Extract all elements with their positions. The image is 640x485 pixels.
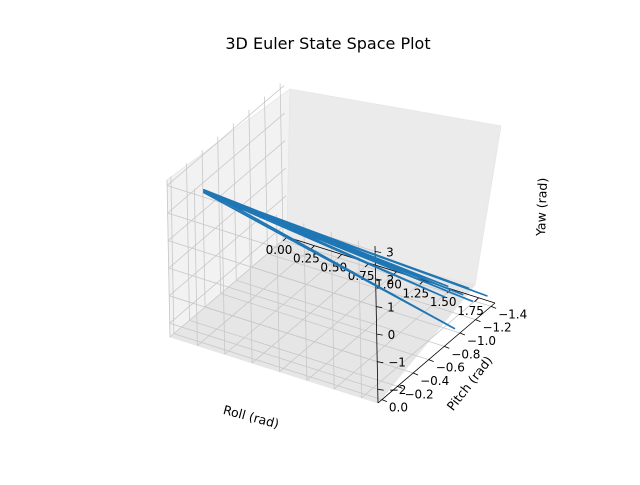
series-lines xyxy=(203,189,488,330)
x-axis-line xyxy=(286,236,496,304)
z-grid-line xyxy=(166,85,285,186)
z-tick-labels: −2 −1 0 1 2 3 xyxy=(386,246,406,398)
y-grid-line xyxy=(201,149,206,308)
x-tick-label: 1.50 xyxy=(430,295,457,309)
series-fill xyxy=(203,189,487,329)
y-grid-line xyxy=(217,136,222,294)
z-grid-line xyxy=(168,167,286,269)
y-tick-mark xyxy=(412,372,419,376)
z-grid-line xyxy=(168,195,287,296)
z-tick-mark xyxy=(376,306,383,308)
y-tick-mark xyxy=(475,319,481,323)
y-tick-labels: −1.4−1.2−1.0−0.8−0.6−0.4−0.20.0 xyxy=(389,307,527,414)
y-tick-label: 0.0 xyxy=(389,401,408,415)
z-tick-mark xyxy=(377,388,384,391)
x-tick-label: 1.75 xyxy=(457,304,484,318)
y-tick-mark xyxy=(428,359,434,363)
y-grid-line xyxy=(267,253,476,321)
y-tick-mark xyxy=(444,345,450,349)
y-tick-label: −1.0 xyxy=(467,334,496,348)
z-tick-mark xyxy=(375,251,382,253)
y-tick-mark xyxy=(459,332,466,336)
chart-title: 3D Euler State Space Plot xyxy=(225,34,430,53)
z-tick-label: 2 xyxy=(387,273,395,287)
y-grid-line xyxy=(236,279,445,347)
y-tick-label: −0.4 xyxy=(420,374,449,388)
x-tick-mark xyxy=(474,297,479,303)
y-grid-line xyxy=(248,109,253,268)
x-grid-line xyxy=(166,179,171,338)
z-tick-label: −1 xyxy=(388,356,406,370)
x-tick-label: 0.50 xyxy=(320,260,347,274)
z-tick-mark xyxy=(377,361,384,364)
y-grid-line xyxy=(173,333,383,401)
y-tick-mark xyxy=(490,305,497,309)
z-tick-mark xyxy=(375,278,382,281)
y-grid-line xyxy=(170,176,175,334)
z-axis-line xyxy=(374,245,379,404)
y-grid-line xyxy=(279,83,284,241)
y-tick-mark xyxy=(397,385,403,389)
z-grid-line xyxy=(169,322,378,390)
x-axis-label: Roll (rad) xyxy=(222,402,281,431)
z-tick-mark xyxy=(376,333,383,336)
y-tick-label: −0.2 xyxy=(405,387,434,401)
z-grid-line xyxy=(167,140,286,241)
z-grid-line xyxy=(168,267,377,335)
x-grid-line xyxy=(193,188,198,346)
x-tick-mark xyxy=(337,254,343,259)
z-axis-label: Yaw (rad) xyxy=(533,177,550,237)
x-tick-label: 0.25 xyxy=(293,252,320,266)
z-grid-line xyxy=(168,240,377,307)
z-grid-line xyxy=(169,295,378,363)
y-tick-label: −1.4 xyxy=(498,307,527,321)
z-grid-line xyxy=(167,212,376,280)
z-grid-line xyxy=(169,222,287,324)
y-tick-label: −0.8 xyxy=(451,347,480,361)
y-grid-line xyxy=(220,293,429,361)
x-tick-label: 1.25 xyxy=(402,286,429,300)
z-tick-label: −2 xyxy=(389,383,407,397)
x-tick-label: 0.00 xyxy=(266,243,293,257)
y-tick-label: −0.6 xyxy=(436,361,465,375)
y-grid-line xyxy=(189,319,398,387)
y-grid-line xyxy=(186,163,190,321)
z-tick-label: 3 xyxy=(386,246,394,260)
z-grid-line xyxy=(167,112,285,214)
y-tick-mark xyxy=(381,399,388,403)
x-grid-line xyxy=(221,197,226,355)
y-tick-label: −1.2 xyxy=(483,321,512,335)
z-tick-label: 0 xyxy=(388,328,396,342)
z-tick-label: 1 xyxy=(387,301,395,315)
